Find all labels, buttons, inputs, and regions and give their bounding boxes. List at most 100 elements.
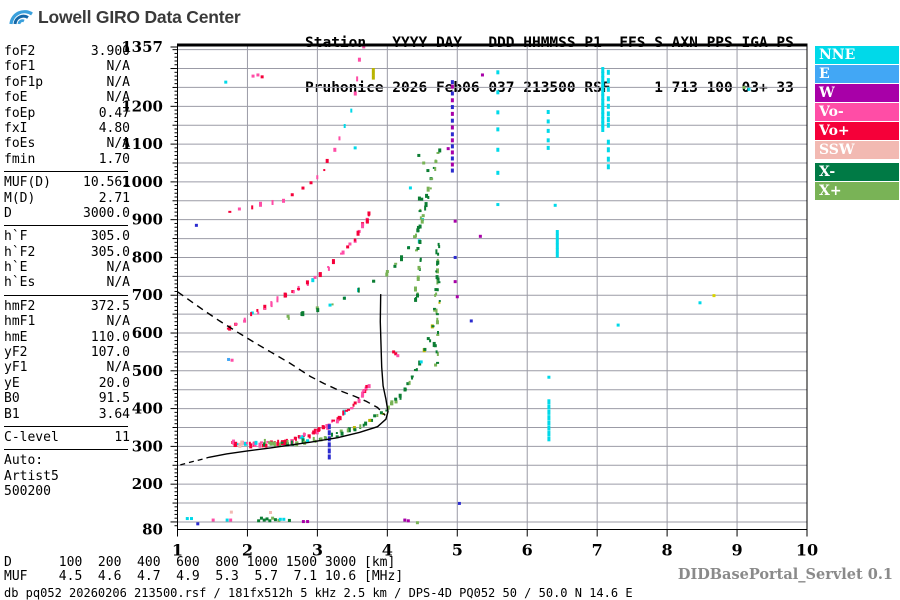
param-row-hF: h`F 305.0 xyxy=(4,229,130,244)
param-row-hF2: h`F2 305.0 xyxy=(4,245,130,260)
x-axis-tick-label: 2 xyxy=(242,541,253,560)
legend-item-W: W xyxy=(815,84,899,102)
legend-item-X: X- xyxy=(815,163,899,181)
param-row-B0: B0 91.5 xyxy=(4,391,130,406)
x-axis-tick-label: 10 xyxy=(796,541,818,560)
param-value: 305.0 xyxy=(90,229,130,245)
param-row-hE: h`E N/A xyxy=(4,260,130,275)
param-value: N/A xyxy=(106,74,130,90)
x-axis-tick-label: 6 xyxy=(522,541,533,560)
param-value: N/A xyxy=(106,314,130,330)
y-axis-tick-label: 900 xyxy=(132,211,163,229)
trace-f-trace-o-mode-3rd-hop xyxy=(228,44,366,213)
param-row-D: D 3000.0 xyxy=(4,206,130,221)
param-row-Clevel: C-level 11 xyxy=(4,430,130,445)
param-label: fmin xyxy=(4,151,36,167)
param-label: foF1p xyxy=(4,74,44,90)
status-line: db pq052 20260206 213500.rsf / 181fx512h… xyxy=(4,586,633,600)
station-header-line1: Station YYYY DAY DDD HHMMSS P1 FFS S AXN… xyxy=(305,35,794,51)
y-axis-tick-label: 1000 xyxy=(121,173,163,191)
station-header-line2: Pruhonice 2026 Feb06 037 213500 RSF 1 71… xyxy=(305,80,794,96)
y-axis-tick-label: 400 xyxy=(132,400,163,418)
param-label: M(D) xyxy=(4,190,36,206)
param-label: foEs xyxy=(4,136,36,152)
station-header: Station YYYY DAY DDD HHMMSS P1 FFS S AXN… xyxy=(305,6,794,126)
param-label: B0 xyxy=(4,391,20,407)
param-label: hmF1 xyxy=(4,314,36,330)
param-label: h`Es xyxy=(4,275,36,291)
autoscaling-info: Auto: xyxy=(4,453,44,469)
y-axis-tick-label: 500 xyxy=(132,362,163,380)
param-value: 11 xyxy=(114,429,130,445)
legend-item-NNE: NNE xyxy=(815,46,899,64)
param-label: h`F xyxy=(4,229,28,245)
param-value: 372.5 xyxy=(90,298,130,314)
x-axis-tick-label: 4 xyxy=(382,541,393,560)
param-label: hmE xyxy=(4,329,28,345)
x-axis-tick-label: 7 xyxy=(592,541,603,560)
distance-row: D 100 200 400 600 800 1000 1500 3000 [km… xyxy=(4,555,396,570)
param-row-foF1p: foF1p N/A xyxy=(4,75,130,90)
param-value: 0.47 xyxy=(98,105,130,121)
param-value: 3000.0 xyxy=(83,205,130,221)
giro-logo-icon xyxy=(9,10,33,25)
servlet-version-label: DIDBasePortal_Servlet 0.1 xyxy=(677,566,893,583)
logo-text: Lowell GIRO Data Center xyxy=(38,6,241,27)
param-row-MD: M(D) 2.71 xyxy=(4,191,130,206)
panel-divider xyxy=(4,225,128,227)
param-value: N/A xyxy=(106,90,130,106)
y-axis-tick-label: 1357 xyxy=(121,38,163,56)
echo-column xyxy=(601,67,605,132)
y-axis-tick-label: 1200 xyxy=(121,97,163,115)
param-value: N/A xyxy=(106,275,130,291)
trace-f-trace-x-mode-2nd-hop xyxy=(286,148,442,320)
param-row-hEs: h`Es N/A xyxy=(4,275,130,290)
param-value: 107.0 xyxy=(90,345,130,361)
true-height-profile-curve xyxy=(208,294,389,458)
param-label: foF2 xyxy=(4,44,36,59)
param-label: B1 xyxy=(4,406,20,422)
legend-item-X: X+ xyxy=(815,182,899,200)
y-axis-tick-label: 80 xyxy=(142,521,163,539)
echo-column xyxy=(546,109,550,150)
panel-divider xyxy=(4,171,128,173)
giro-logo: Lowell GIRO Data Center xyxy=(8,5,241,29)
param-label: fxI xyxy=(4,120,28,136)
param-row-yF1: yF1 N/A xyxy=(4,360,130,375)
param-value: 3.64 xyxy=(98,406,130,422)
param-value: N/A xyxy=(106,360,130,376)
param-value: 10.561 xyxy=(83,175,130,191)
param-label: yF1 xyxy=(4,360,28,376)
param-label: h`E xyxy=(4,260,28,276)
param-row-fxI: fxI 4.80 xyxy=(4,121,130,136)
param-label: h`F2 xyxy=(4,244,36,260)
param-label: hmF2 xyxy=(4,298,36,314)
param-label: yE xyxy=(4,375,20,391)
param-row-yE: yE 20.0 xyxy=(4,376,130,391)
sparse-echoes xyxy=(185,73,751,526)
trace-f-trace-o-mode-1st-hop xyxy=(231,384,371,449)
profile-curve-extrapolated xyxy=(180,456,210,466)
panel-divider xyxy=(4,449,128,451)
param-value: 20.0 xyxy=(98,375,130,391)
y-axis-tick-label: 800 xyxy=(132,248,163,266)
x-axis-tick-label: 5 xyxy=(452,541,463,560)
plot-frame xyxy=(177,44,808,530)
param-row-hmF2: hmF2 372.5 xyxy=(4,299,130,314)
param-row-fmin: fmin 1.70 xyxy=(4,152,130,167)
y-axis-tick-label: 1100 xyxy=(121,135,163,153)
panel-divider xyxy=(4,294,128,296)
legend-item-Vo: Vo- xyxy=(815,103,899,121)
param-label: foE xyxy=(4,90,28,106)
param-value: 305.0 xyxy=(90,244,130,260)
param-value: 3.900 xyxy=(90,44,130,59)
param-row-foEp: foEp 0.47 xyxy=(4,106,130,121)
y-axis-tick-label: 300 xyxy=(132,437,163,455)
legend-item-Vo: Vo+ xyxy=(815,122,899,140)
echo-direction-legend: NNE E W Vo- Vo+ SSW X- X+ xyxy=(815,46,899,201)
param-value: 4.80 xyxy=(98,120,130,136)
param-label: C-level xyxy=(4,429,59,445)
legend-item-SSW: SSW xyxy=(815,141,899,159)
